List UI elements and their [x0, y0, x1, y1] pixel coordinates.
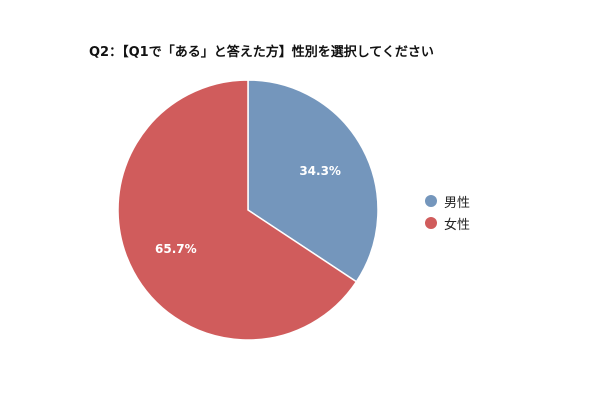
- legend-label: 男性: [444, 195, 471, 211]
- pie-slice-2: [117, 79, 358, 341]
- legend-item-1: 男性: [425, 190, 470, 212]
- legend-label: 女性: [444, 217, 471, 233]
- data-label-2: 65.7%: [155, 242, 197, 256]
- chart-title: Q2：【Q1で「ある」と答えた方】性別を選択してください: [89, 45, 434, 60]
- legend-swatch: [425, 195, 437, 207]
- legend: 男性 女性: [425, 190, 470, 234]
- legend-swatch: [425, 217, 437, 229]
- data-label-1: 34.3%: [299, 164, 341, 178]
- legend-item-2: 女性: [425, 212, 470, 234]
